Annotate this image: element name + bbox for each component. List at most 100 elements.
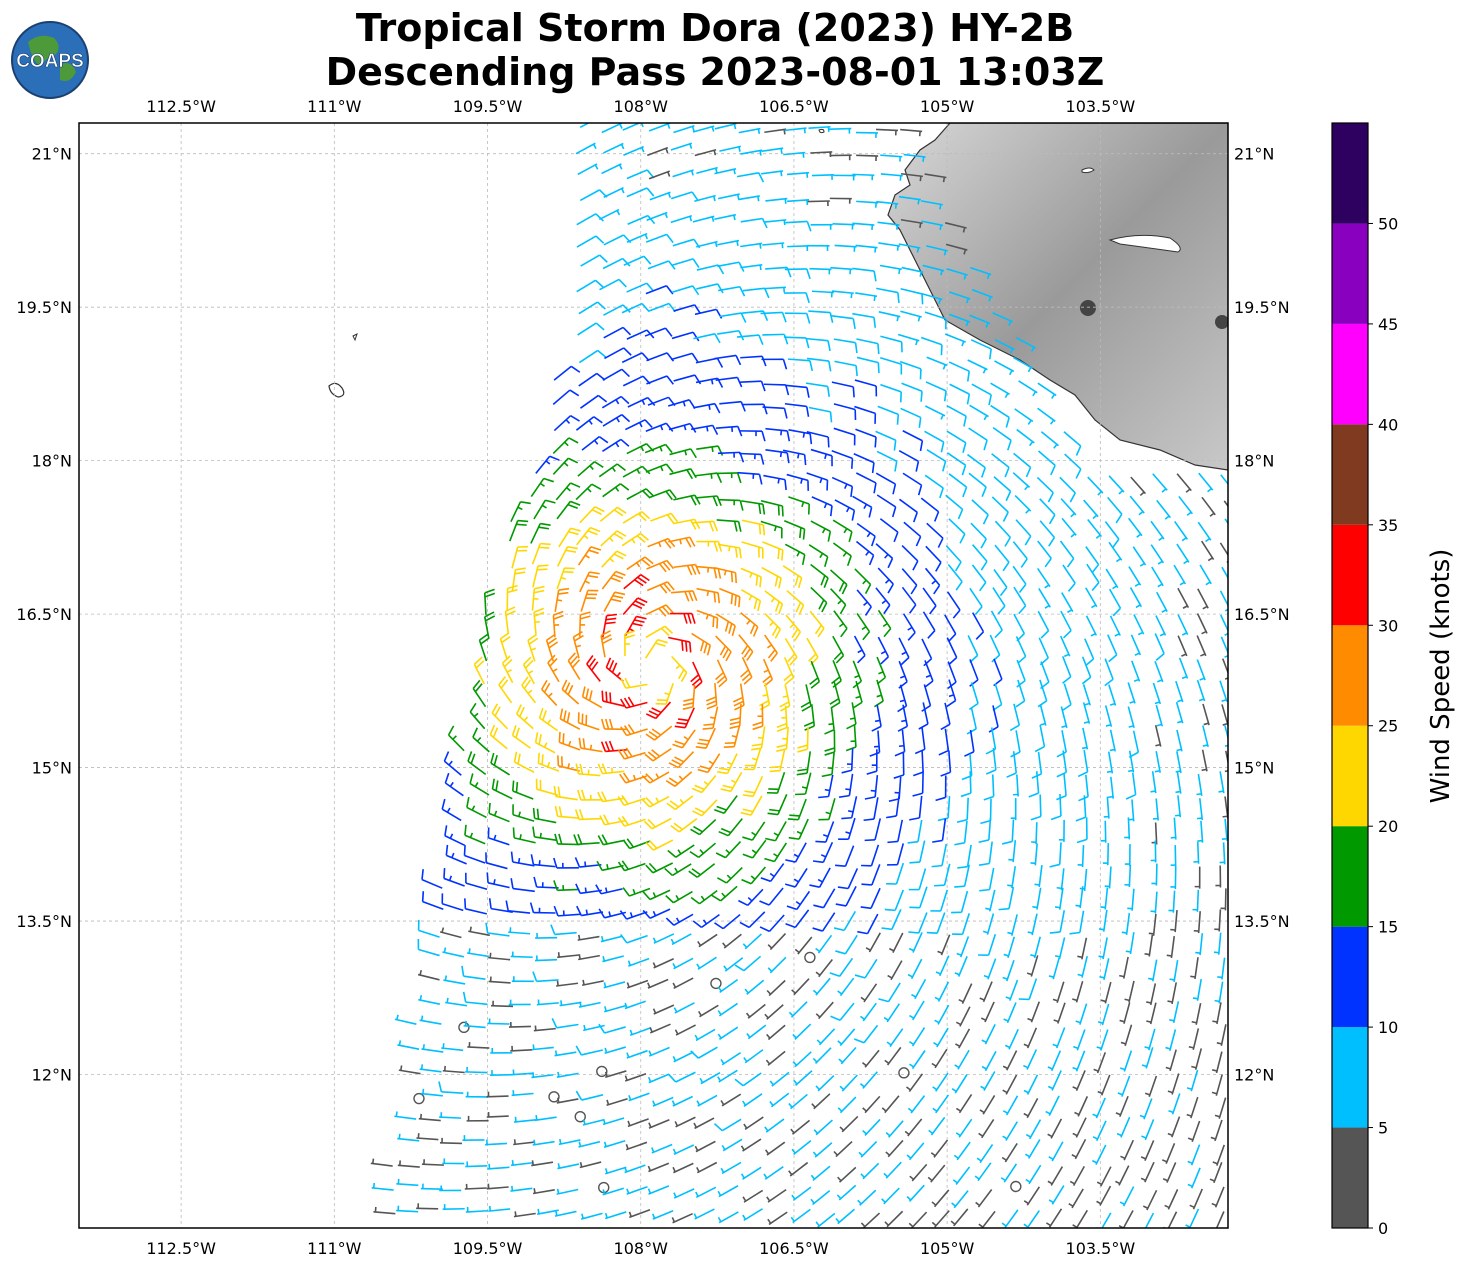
- wind-barb: [946, 430, 967, 453]
- wind-barb: [397, 1160, 420, 1168]
- wind-barb: [909, 1163, 928, 1182]
- wind-barb: [645, 285, 674, 295]
- wind-barb: [561, 679, 580, 705]
- wind-barb: [769, 748, 786, 773]
- wind-barb: [445, 844, 467, 865]
- wind-barb: [627, 214, 656, 225]
- wind-barb: [791, 978, 810, 996]
- wind-barb: [831, 290, 854, 299]
- chart-title: Tropical Storm Dora (2023) HY-2B Descend…: [0, 6, 1430, 94]
- wind-barb: [1098, 937, 1108, 960]
- wind-barb: [741, 519, 766, 536]
- wind-barb: [979, 981, 993, 1003]
- calm-circle: [710, 977, 722, 990]
- wind-barb: [786, 171, 810, 178]
- wind-barb: [1085, 587, 1098, 609]
- wind-barb: [1075, 795, 1087, 822]
- wind-barb: [1168, 1093, 1181, 1115]
- wind-barb: [626, 1049, 648, 1059]
- wind-barb: [824, 729, 836, 756]
- wind-barb: [762, 406, 788, 419]
- wind-barb: [980, 798, 992, 825]
- wind-barb: [949, 291, 971, 304]
- wind-barb: [765, 449, 790, 464]
- wind-barb: [742, 821, 766, 841]
- wind-barb: [601, 123, 623, 134]
- wind-barb: [1154, 750, 1161, 773]
- wind-barb: [931, 843, 948, 868]
- wind-barb: [1167, 1116, 1181, 1138]
- wind-barb: [937, 796, 951, 822]
- wind-barb: [951, 1190, 969, 1209]
- wind-barb: [994, 520, 1012, 547]
- wind-barb: [579, 571, 600, 593]
- wind-barb: [490, 1047, 513, 1054]
- wind-barb: [832, 635, 845, 664]
- wind-barb: [1045, 1095, 1060, 1116]
- wind-barb: [626, 282, 655, 293]
- title-line-1: Tropical Storm Dora (2023) HY-2B: [355, 6, 1075, 50]
- wind-barb: [862, 1118, 881, 1137]
- wind-barb: [782, 449, 807, 466]
- wind-barb: [697, 1004, 719, 1018]
- wind-barb: [397, 1133, 420, 1142]
- wind-barb: [536, 1208, 559, 1215]
- wind-barb: [647, 1162, 670, 1173]
- wind-barb: [1048, 1141, 1064, 1162]
- wind-barb: [695, 495, 722, 507]
- wind-barb: [785, 909, 810, 929]
- wind-barb: [734, 955, 762, 972]
- wind-barb: [692, 125, 715, 133]
- wind-barb: [1007, 866, 1017, 889]
- wind-barb: [1131, 660, 1141, 683]
- wind-barb: [510, 1185, 533, 1192]
- wind-barb: [926, 912, 946, 935]
- wind-barb: [835, 1208, 855, 1225]
- wind-barb: [765, 197, 788, 204]
- wind-barb: [1164, 1189, 1179, 1210]
- lat-tick-label: 18°N: [1234, 452, 1274, 471]
- wind-barb: [1023, 1097, 1039, 1119]
- wind-barb: [788, 496, 810, 515]
- wind-barb: [644, 443, 673, 454]
- wind-barb: [554, 1210, 577, 1217]
- wind-barb: [442, 947, 465, 958]
- wind-barb: [736, 334, 764, 346]
- wind-barb: [1030, 843, 1038, 866]
- wind-barb: [421, 1159, 444, 1166]
- wind-barb: [554, 1050, 577, 1057]
- wind-barb: [1214, 909, 1222, 932]
- wind-barb: [899, 360, 922, 380]
- wind-barb: [926, 522, 944, 548]
- wind-barb: [815, 821, 835, 843]
- wind-barb: [491, 778, 513, 800]
- wind-barb: [534, 1114, 557, 1122]
- wind-barb: [622, 465, 651, 478]
- lon-tick-label: 106.5°W: [759, 97, 829, 116]
- wind-barb: [445, 997, 468, 1007]
- wind-barb: [696, 587, 721, 604]
- lat-tick-label: 19.5°N: [1234, 298, 1290, 317]
- wind-barb: [462, 991, 488, 1006]
- wind-barb: [795, 772, 812, 796]
- wind-barb: [1154, 633, 1165, 661]
- wind-barb: [652, 933, 675, 944]
- wind-barb: [994, 360, 1015, 376]
- wind-barb: [439, 1185, 462, 1192]
- wind-barb: [1146, 983, 1157, 1006]
- wind-barb: [740, 567, 762, 588]
- lon-tick-label: 112.5°W: [146, 97, 216, 116]
- wind-barb: [1219, 842, 1226, 865]
- wind-barb: [835, 934, 858, 955]
- wind-barb: [788, 1001, 808, 1018]
- wind-barb: [837, 868, 859, 890]
- wind-barb: [671, 655, 688, 682]
- wind-barb: [800, 684, 812, 712]
- wind-barb: [601, 570, 626, 590]
- wind-barb: [1152, 798, 1159, 821]
- wind-barb: [718, 285, 746, 297]
- wind-barb: [818, 798, 836, 821]
- wind-barb: [557, 1163, 580, 1170]
- wind-barb: [512, 827, 536, 844]
- wind-barb: [578, 1001, 601, 1008]
